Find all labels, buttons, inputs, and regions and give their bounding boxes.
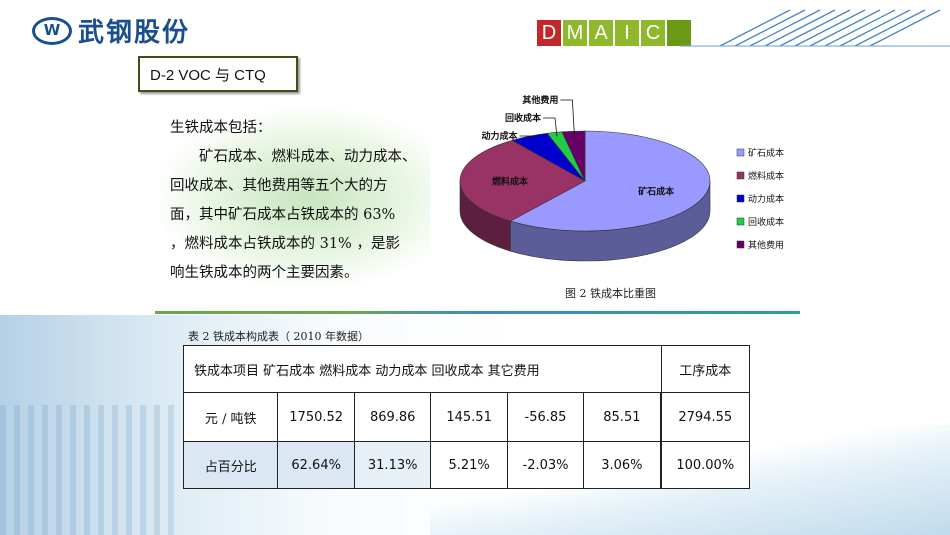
table-cell: 145.51 (430, 392, 508, 442)
table-row-label: 占百分比 (182, 441, 279, 489)
chart-caption: 图 2 铁成本比重图 (565, 287, 656, 300)
legend-label: 动力成本 (748, 193, 784, 205)
dmaic-letter-a: A (589, 20, 613, 46)
table-cell: -56.85 (506, 392, 585, 442)
section-divider (155, 311, 800, 314)
paragraph-line: 面，其中矿石成本占铁成本的 63% (170, 207, 396, 223)
table-cell: 100.00% (660, 441, 751, 489)
company-logo: 武钢股份 (32, 12, 190, 49)
table-cell: 3.06% (583, 441, 661, 489)
table-row-label: 元 / 吨铁 (182, 392, 279, 442)
dmaic-letter-m: M (563, 20, 587, 46)
legend-label: 矿石成本 (748, 147, 784, 159)
logo-text: 武钢股份 (78, 18, 191, 48)
pie-slice-label: 回收成本 (505, 112, 542, 124)
legend-label: 回收成本 (748, 216, 784, 228)
wisco-logo-icon (32, 16, 72, 45)
pie-leader-line (542, 117, 558, 137)
legend-swatch (736, 171, 745, 180)
pie-slice (509, 130, 711, 232)
pie-leader-line (560, 99, 575, 136)
legend-swatch (736, 148, 745, 157)
table-cell: 85.51 (583, 392, 661, 442)
section-label: D-2 VOC 与 CTQ (138, 56, 298, 92)
table-cell: 1750.52 (277, 392, 355, 442)
table-cell: 2794.55 (660, 392, 751, 442)
table-cell: 62.64% (277, 441, 355, 489)
table-row: 占百分比 62.64% 31.13% 5.21% -2.03% 3.06% 10… (182, 441, 751, 489)
legend-swatch (736, 217, 745, 226)
cost-description: 生铁成本包括： 矿石成本、燃料成本、动力成本、 回收成本、其他费用等五个大的方 … (170, 114, 430, 288)
pie-slice-label: 其他费用 (522, 94, 558, 106)
table-caption: 表 2 铁成本构成表（ 2010 年数据） (188, 330, 369, 343)
decorative-lines (680, 9, 950, 47)
dmaic-letter-d: D (537, 20, 561, 46)
dmaic-letter-c: C (641, 20, 665, 46)
paragraph-line: ，燃料成本占铁成本的 31% ，是影 (170, 236, 400, 252)
dmaic-end-block (667, 20, 691, 46)
pie-slice-label: 动力成本 (481, 130, 518, 142)
table-header-row: 铁成本项目 矿石成本 燃料成本 动力成本 回收成本 其它费用 工序成本 (183, 345, 751, 393)
table-header-items: 铁成本项目 矿石成本 燃料成本 动力成本 回收成本 其它费用 (183, 345, 661, 393)
background-stripes (0, 405, 180, 535)
cost-table: 铁成本项目 矿石成本 燃料成本 动力成本 回收成本 其它费用 工序成本 元 / … (182, 345, 751, 489)
table-cell: 31.13% (353, 441, 432, 489)
table-cell: 869.86 (353, 392, 432, 442)
text-highlight (160, 110, 430, 285)
pie-leader-line (519, 135, 534, 141)
table-cell: -2.03% (506, 441, 585, 489)
paragraph-line: 响生铁成本的两个主要因素。 (170, 265, 359, 281)
pie-slice (561, 130, 586, 182)
dmaic-banner: D M A I C (537, 20, 691, 46)
legend-swatch (736, 240, 745, 249)
pie-slice (459, 140, 586, 222)
table-header-cell: 工序成本 (660, 345, 751, 393)
pie-slice-label: 矿石成本 (638, 185, 675, 197)
paragraph-heading: 生铁成本包括： (170, 120, 272, 136)
legend-label: 燃料成本 (748, 170, 784, 182)
table-row: 元 / 吨铁 1750.52 869.86 145.51 -56.85 85.5… (182, 392, 751, 442)
paragraph-line: 回收成本、其他费用等五个大的方 (170, 178, 388, 194)
pie-slice-label: 燃料成本 (492, 176, 529, 188)
legend-label: 其他费用 (748, 239, 784, 251)
paragraph-line: 矿石成本、燃料成本、动力成本、 (199, 149, 417, 165)
legend-swatch (736, 194, 745, 203)
dmaic-letter-i: I (615, 20, 639, 46)
table-cell: 5.21% (430, 441, 508, 489)
